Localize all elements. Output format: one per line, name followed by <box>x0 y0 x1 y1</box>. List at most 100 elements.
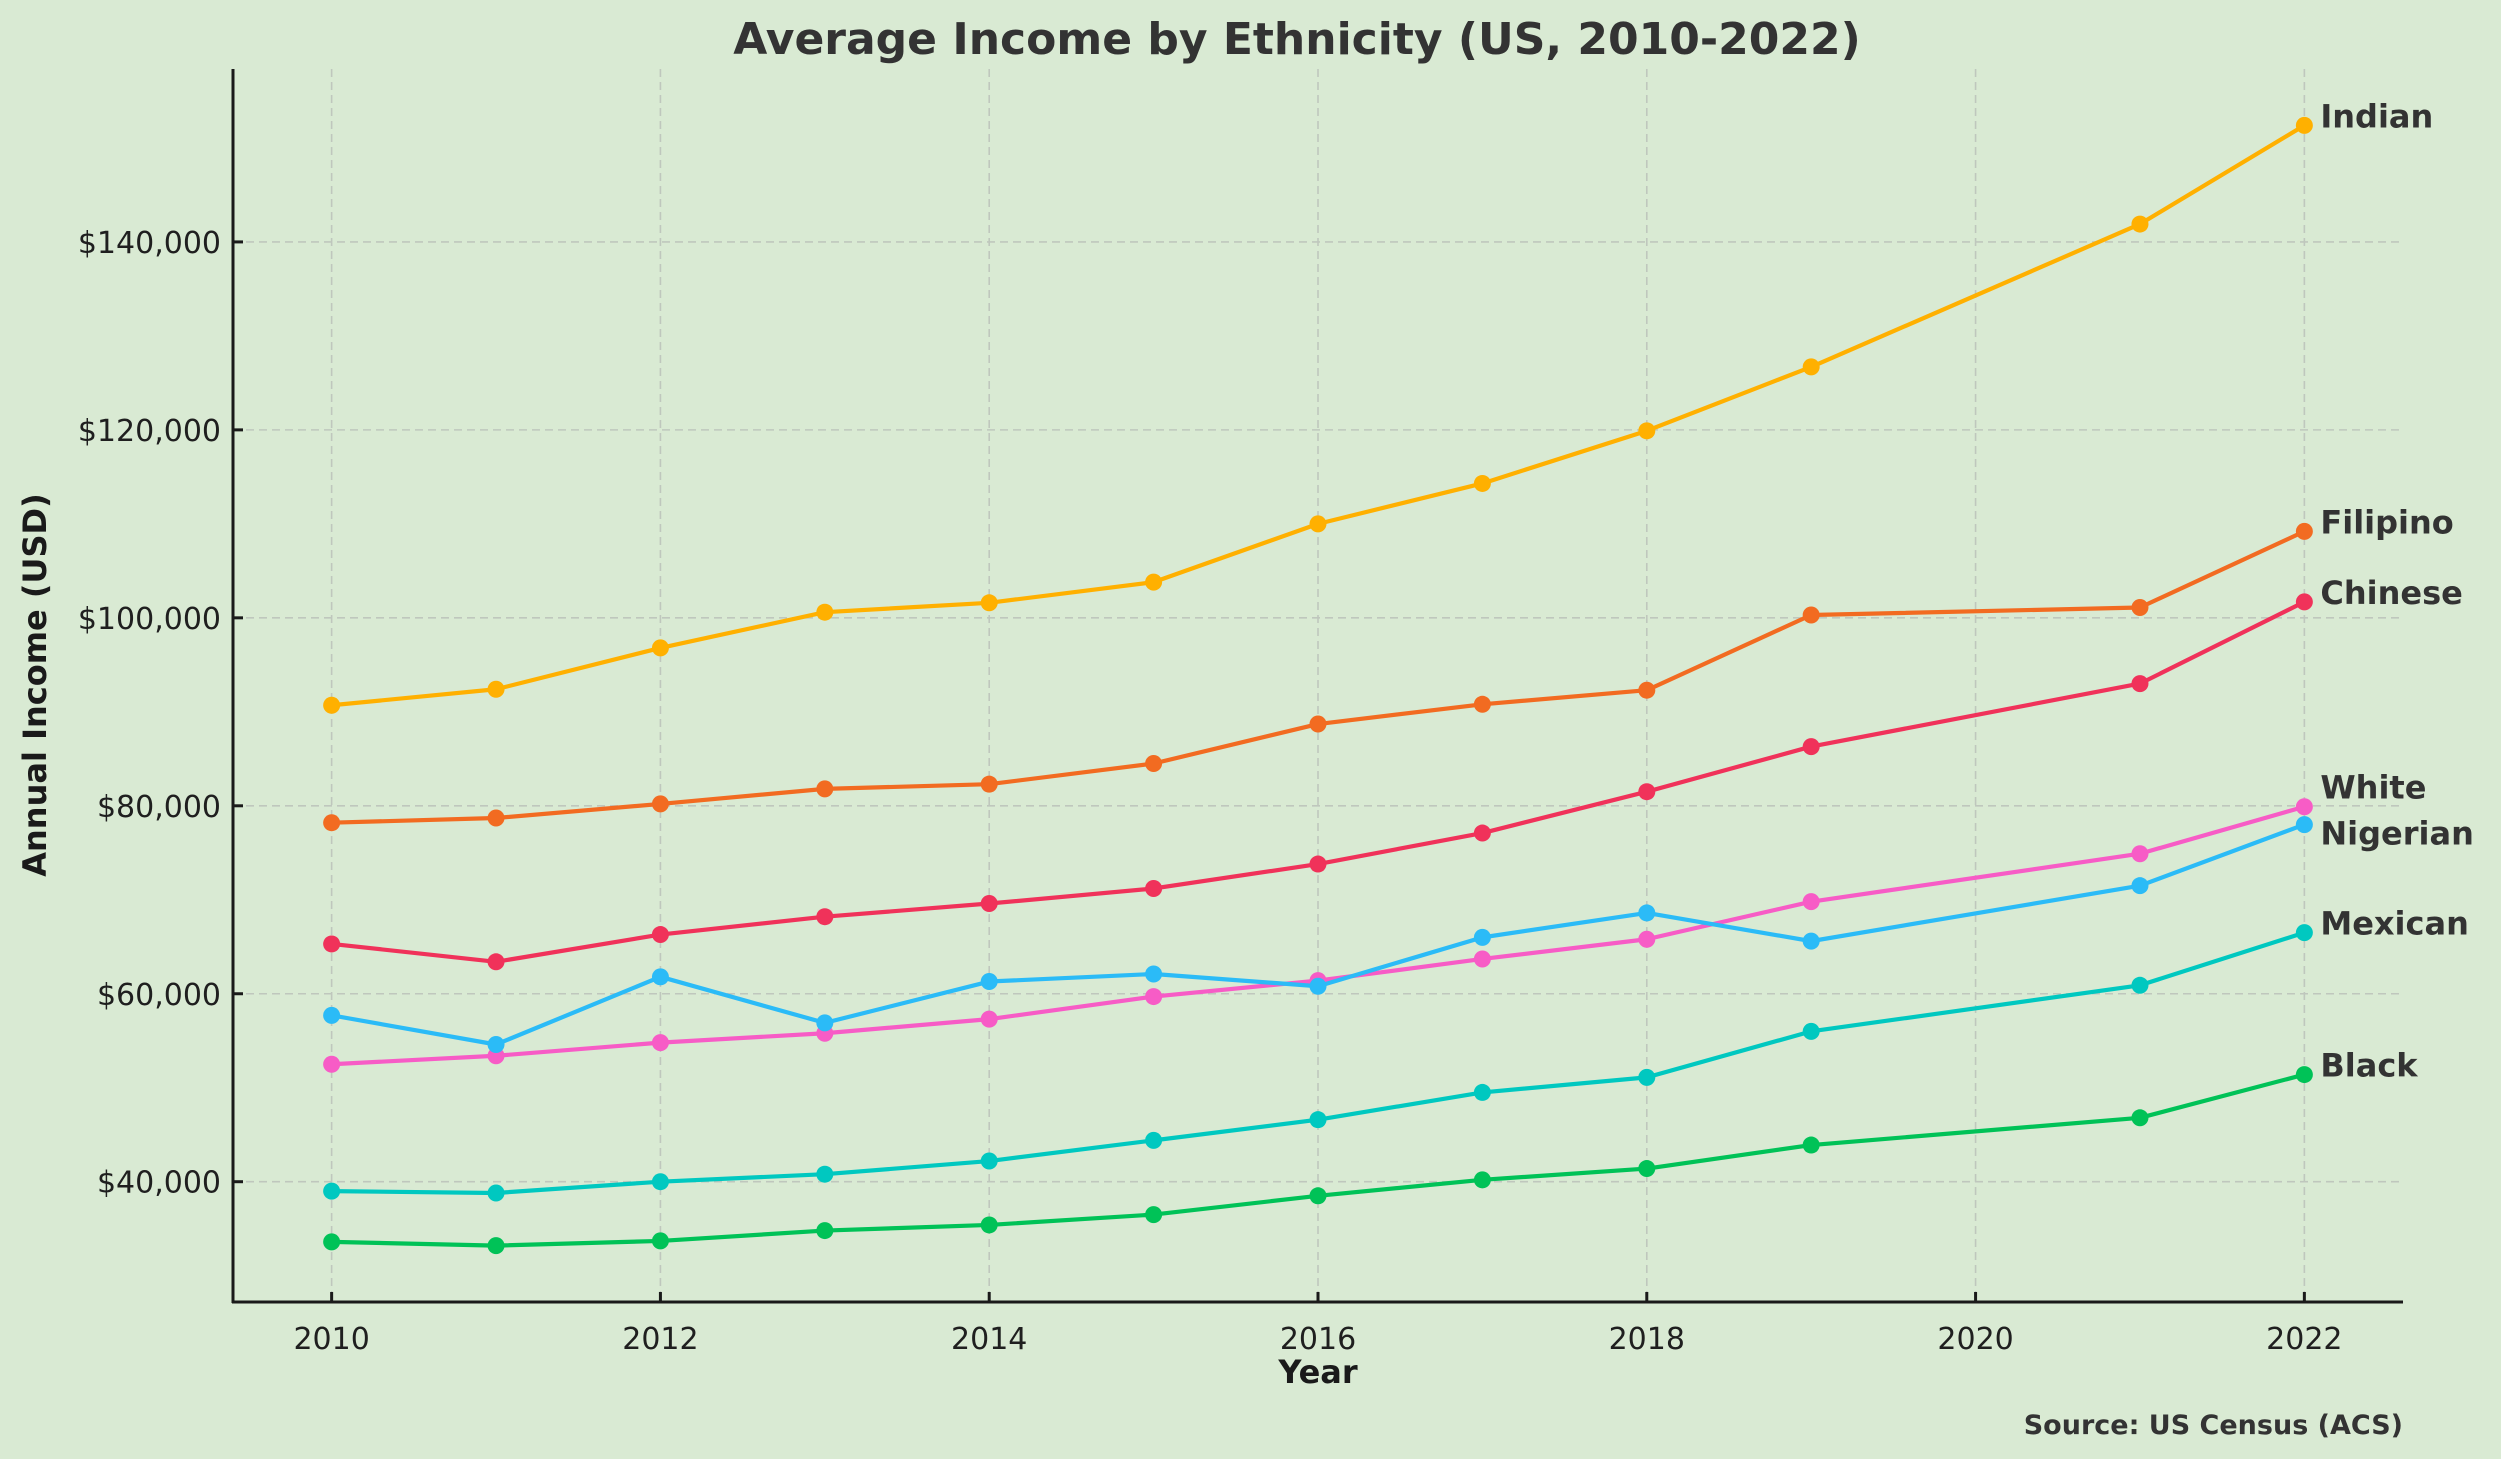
data-point-chinese-2018 <box>1638 783 1656 801</box>
data-point-mexican-2013 <box>816 1165 834 1183</box>
x-tick-label: 2012 <box>622 1322 698 1357</box>
data-point-black-2018 <box>1638 1160 1656 1178</box>
data-point-chinese-2012 <box>651 926 669 944</box>
data-point-chinese-2016 <box>1309 855 1327 873</box>
data-point-filipino-2012 <box>651 795 669 813</box>
data-point-black-2015 <box>1145 1206 1163 1224</box>
series-line-nigerian <box>331 822 2306 1047</box>
series-chinese <box>323 593 2313 971</box>
data-point-indian-2012 <box>651 639 669 657</box>
data-point-indian-2022 <box>2295 116 2313 134</box>
data-point-filipino-2010 <box>323 814 341 832</box>
data-point-filipino-2016 <box>1309 715 1327 733</box>
x-tick-label: 2010 <box>293 1322 369 1357</box>
data-point-filipino-2013 <box>816 780 834 798</box>
data-point-mexican-2012 <box>651 1173 669 1191</box>
data-point-filipino-2015 <box>1145 755 1163 773</box>
series-label-filipino: Filipino <box>2320 503 2453 541</box>
data-point-indian-2019 <box>1802 358 1820 376</box>
data-point-filipino-2022 <box>2295 522 2313 540</box>
data-point-chinese-2014 <box>980 895 998 913</box>
data-point-mexican-2022 <box>2295 924 2313 942</box>
data-point-chinese-2022 <box>2295 593 2313 611</box>
x-tick-label: 2016 <box>1280 1322 1356 1357</box>
series-mexican <box>323 924 2313 1202</box>
series-label-nigerian: Nigerian <box>2320 815 2473 853</box>
data-point-black-2013 <box>816 1222 834 1240</box>
data-point-indian-2010 <box>323 696 341 714</box>
data-point-chinese-2019 <box>1802 738 1820 756</box>
data-point-nigerian-2015 <box>1145 965 1163 983</box>
data-point-black-2021 <box>2131 1109 2149 1127</box>
data-point-mexican-2015 <box>1145 1131 1163 1149</box>
data-point-indian-2015 <box>1145 573 1163 591</box>
data-point-white-2022 <box>2295 798 2313 816</box>
x-tick-label: 2014 <box>951 1322 1027 1357</box>
series-line-black <box>331 1072 2305 1248</box>
ticks: 2010 2012 2014 2016 2018 2020 2022 $40,000 $60,0… <box>78 226 2343 1357</box>
data-point-indian-2014 <box>980 594 998 612</box>
data-point-nigerian-2011 <box>487 1035 505 1053</box>
y-tick-label: $100,000 <box>78 602 221 637</box>
data-point-chinese-2015 <box>1145 879 1163 897</box>
x-tick-label: 2020 <box>1937 1322 2013 1357</box>
series-line-indian <box>331 123 2306 708</box>
data-point-nigerian-2010 <box>323 1006 341 1024</box>
data-point-black-2017 <box>1473 1171 1491 1189</box>
y-tick-label: $140,000 <box>78 226 221 261</box>
x-tick-label: 2022 <box>2266 1322 2342 1357</box>
data-point-nigerian-2013 <box>816 1014 834 1032</box>
series-filipino <box>323 522 2313 832</box>
data-point-white-2021 <box>2131 845 2149 863</box>
data-point-white-2012 <box>651 1034 669 1052</box>
data-point-white-2017 <box>1473 950 1491 968</box>
data-point-nigerian-2017 <box>1473 928 1491 946</box>
series-line-white <box>331 804 2305 1067</box>
series-label-black: Black <box>2320 1047 2418 1085</box>
data-point-chinese-2013 <box>816 908 834 926</box>
series-line-mexican <box>331 930 2306 1196</box>
data-point-indian-2016 <box>1309 515 1327 533</box>
data-point-mexican-2010 <box>323 1182 341 1200</box>
data-point-mexican-2021 <box>2131 976 2149 994</box>
data-point-nigerian-2021 <box>2131 877 2149 895</box>
data-point-chinese-2017 <box>1473 824 1491 842</box>
series-line-filipino <box>331 529 2306 825</box>
data-point-indian-2021 <box>2131 215 2149 233</box>
series-line-chinese <box>331 599 2306 964</box>
y-axis-label: Annual Income (USD) <box>16 493 54 876</box>
data-point-chinese-2010 <box>323 935 341 953</box>
series-label-white: White <box>2320 769 2426 807</box>
series-layer <box>323 116 2313 1255</box>
series-label-mexican: Mexican <box>2320 905 2469 943</box>
chart-title: Average Income by Ethnicity (US, 2010-20… <box>733 14 1860 65</box>
data-point-black-2011 <box>487 1237 505 1255</box>
data-point-indian-2011 <box>487 680 505 698</box>
data-point-filipino-2017 <box>1473 695 1491 713</box>
data-point-black-2016 <box>1309 1187 1327 1205</box>
data-point-mexican-2018 <box>1638 1068 1656 1086</box>
data-point-black-2019 <box>1802 1136 1820 1154</box>
data-point-chinese-2011 <box>487 953 505 971</box>
data-point-white-2014 <box>980 1010 998 1028</box>
series-labels: Indian Filipino Chinese White Nigerian Mexica… <box>2320 97 2473 1084</box>
data-point-black-2012 <box>651 1232 669 1250</box>
data-point-chinese-2021 <box>2131 675 2149 693</box>
x-axis-label: Year <box>1277 1353 1358 1391</box>
data-point-mexican-2014 <box>980 1152 998 1170</box>
data-point-mexican-2019 <box>1802 1022 1820 1040</box>
data-point-filipino-2018 <box>1638 681 1656 699</box>
data-point-indian-2017 <box>1473 474 1491 492</box>
data-point-nigerian-2018 <box>1638 904 1656 922</box>
data-point-black-2022 <box>2295 1066 2313 1084</box>
data-point-black-2010 <box>323 1233 341 1251</box>
series-label-indian: Indian <box>2320 97 2433 135</box>
data-point-white-2018 <box>1638 930 1656 948</box>
y-tick-label: $40,000 <box>97 1166 221 1201</box>
data-point-nigerian-2012 <box>651 968 669 986</box>
y-tick-label: $60,000 <box>97 978 221 1013</box>
data-point-nigerian-2019 <box>1802 932 1820 950</box>
y-tick-label: $120,000 <box>78 414 221 449</box>
data-point-nigerian-2016 <box>1309 977 1327 995</box>
